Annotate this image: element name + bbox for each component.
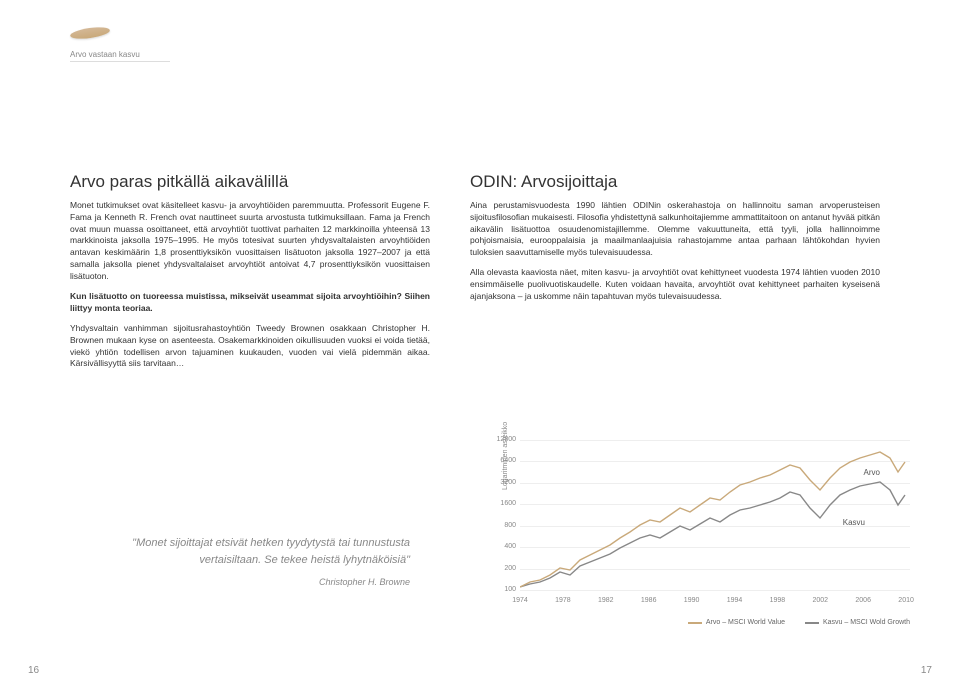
quote-author: Christopher H. Browne bbox=[130, 576, 410, 590]
odin-logo bbox=[69, 25, 110, 40]
left-title: Arvo paras pitkällä aikavälillä bbox=[70, 170, 430, 194]
arvo-line-label: Arvo bbox=[864, 468, 880, 477]
section-label: Arvo vastaan kasvu bbox=[70, 50, 170, 62]
x-tick: 2006 bbox=[855, 597, 871, 604]
chart-legend: Arvo – MSCI World Value Kasvu – MSCI Wol… bbox=[688, 619, 910, 626]
x-tick: 1986 bbox=[641, 597, 657, 604]
left-p2: Kun lisätuotto on tuoreessa muistissa, m… bbox=[70, 291, 430, 315]
x-tick: 1994 bbox=[727, 597, 743, 604]
y-tick: 3200 bbox=[490, 479, 516, 486]
right-title: ODIN: Arvosijoittaja bbox=[470, 170, 880, 194]
y-tick: 12800 bbox=[490, 436, 516, 443]
pull-quote: "Monet sijoittajat etsivät hetken tyydyt… bbox=[130, 535, 410, 590]
quote-text: "Monet sijoittajat etsivät hetken tyydyt… bbox=[130, 535, 410, 568]
left-column: Arvo paras pitkällä aikavälillä Monet tu… bbox=[70, 170, 430, 378]
y-tick: 400 bbox=[490, 543, 516, 550]
logo-container bbox=[70, 28, 130, 42]
y-tick: 100 bbox=[490, 586, 516, 593]
y-tick: 6400 bbox=[490, 457, 516, 464]
main-content: Arvo paras pitkällä aikavälillä Monet tu… bbox=[70, 170, 890, 378]
left-p1: Monet tutkimukset ovat käsitelleet kasvu… bbox=[70, 200, 430, 283]
y-tick: 1600 bbox=[490, 500, 516, 507]
chart-lines bbox=[520, 440, 910, 590]
x-tick: 1978 bbox=[555, 597, 571, 604]
left-p3: Yhdysvaltain vanhimman sijoitusrahastoyh… bbox=[70, 323, 430, 371]
legend-arvo: Arvo – MSCI World Value bbox=[688, 619, 785, 626]
x-tick: 1982 bbox=[598, 597, 614, 604]
y-tick: 200 bbox=[490, 565, 516, 572]
legend-swatch-arvo bbox=[688, 622, 702, 624]
x-tick: 2002 bbox=[813, 597, 829, 604]
y-tick: 800 bbox=[490, 522, 516, 529]
right-p1: Aina perustamisvuodesta 1990 lähtien ODI… bbox=[470, 200, 880, 259]
x-tick: 1998 bbox=[770, 597, 786, 604]
chart-plot-area: Logaritminen asteikko 12800 6400 3200 16… bbox=[520, 440, 910, 590]
page-number-left: 16 bbox=[28, 665, 39, 676]
x-tick: 1974 bbox=[512, 597, 528, 604]
x-tick: 1990 bbox=[684, 597, 700, 604]
x-tick: 2010 bbox=[898, 597, 914, 604]
right-column: ODIN: Arvosijoittaja Aina perustamisvuod… bbox=[470, 170, 880, 378]
growth-chart: Logaritminen asteikko 12800 6400 3200 16… bbox=[480, 440, 910, 630]
right-p2: Alla olevasta kaaviosta näet, miten kasv… bbox=[470, 267, 880, 303]
kasvu-line-label: Kasvu bbox=[843, 518, 865, 527]
legend-swatch-kasvu bbox=[805, 622, 819, 624]
page-number-right: 17 bbox=[921, 665, 932, 676]
legend-kasvu: Kasvu – MSCI Wold Growth bbox=[805, 619, 910, 626]
